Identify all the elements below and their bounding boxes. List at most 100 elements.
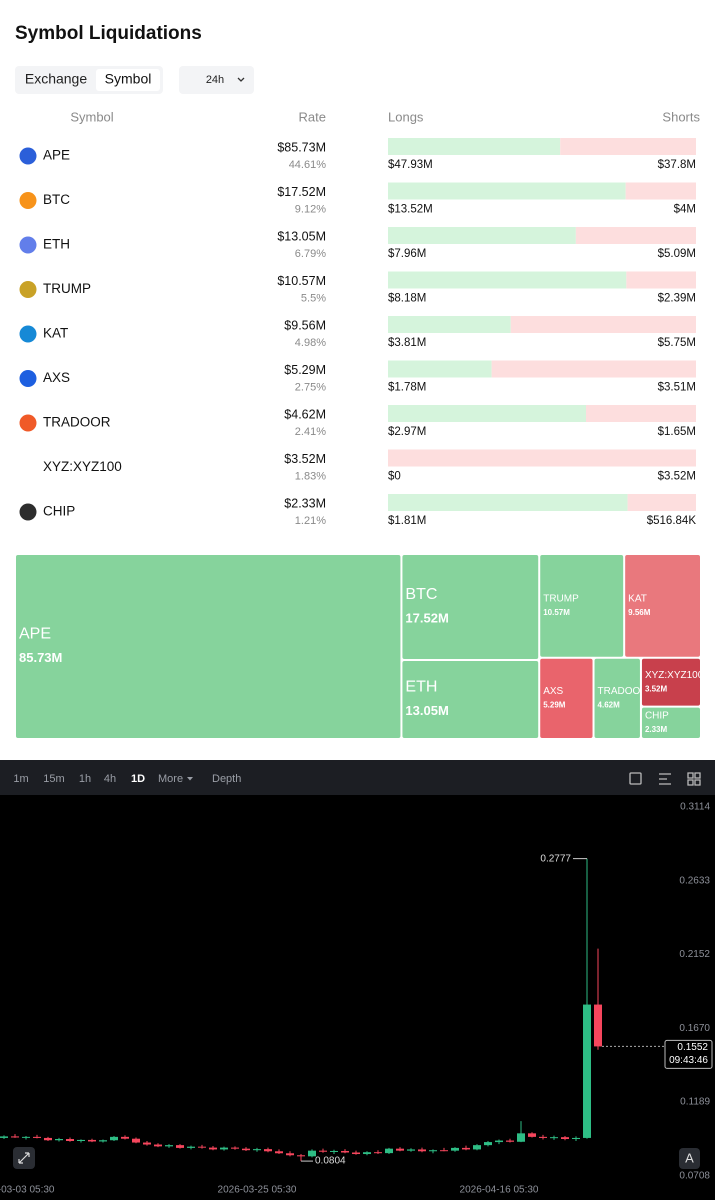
symbol: CHIP: [43, 504, 75, 519]
candle-body: [363, 1152, 371, 1155]
candle-body: [308, 1150, 316, 1157]
interval[interactable]: 4h: [104, 773, 116, 785]
shorts-bar: [627, 494, 696, 511]
candle-body: [11, 1136, 19, 1138]
candle-body: [495, 1140, 503, 1143]
more[interactable]: More: [158, 773, 183, 785]
symbol: TRADOOR: [43, 415, 111, 430]
shorts-bar: [388, 449, 696, 467]
candle-body: [99, 1140, 107, 1142]
candle-body: [121, 1136, 129, 1139]
treemap-name: TRUMP: [543, 594, 579, 605]
more-caret: [187, 777, 193, 781]
symbol-icon: [19, 503, 37, 521]
longs-label: $0: [388, 471, 401, 483]
interval[interactable]: 1m: [13, 773, 28, 785]
symbol-icon: [19, 147, 37, 165]
icon[interactable]: [687, 772, 701, 786]
treemap-name: ETH: [405, 679, 437, 696]
y-tick-label: 0.0708: [679, 1170, 710, 1181]
candle-body: [242, 1148, 250, 1151]
candle-body: [583, 1004, 591, 1138]
symbol-icon: [19, 325, 37, 343]
total: $10.57M: [277, 274, 326, 288]
symbol-icon: [19, 370, 37, 387]
treemap-tile: [594, 658, 640, 738]
longs-label: $3.81M: [388, 337, 426, 349]
interval[interactable]: 15m: [43, 773, 64, 785]
total: $13.05M: [277, 229, 326, 243]
candle-body: [44, 1137, 52, 1141]
treemap-tile: [540, 555, 624, 657]
symbol: BTC: [43, 192, 70, 207]
countdown: 09:43:46: [669, 1055, 708, 1066]
rate: 9.12%: [295, 203, 326, 215]
treemap-name: BTC: [405, 586, 437, 603]
treemap-tile: [540, 658, 593, 738]
candle-body: [462, 1147, 470, 1150]
icon[interactable]: [629, 772, 642, 785]
candle-body: [33, 1136, 41, 1138]
last-price: 0.1552: [677, 1042, 708, 1053]
candle-body: [396, 1148, 404, 1151]
candle-body: [319, 1150, 327, 1152]
candle-body: [198, 1146, 206, 1148]
symbol-icon: [19, 236, 37, 254]
symbol-icon: [19, 192, 37, 209]
longs-bar: [388, 405, 586, 422]
shorts-label: $1.65M: [658, 426, 696, 438]
shorts-bar: [491, 360, 696, 378]
candle-body: [429, 1150, 437, 1152]
candle-body: [88, 1139, 96, 1142]
tab[interactable]: Exchange: [25, 71, 87, 87]
expand-icon: [18, 1152, 30, 1164]
longs-label: $47.93M: [388, 159, 433, 171]
candle-body: [550, 1137, 558, 1139]
candle-body: [407, 1149, 415, 1151]
treemap-name: AXS: [543, 686, 563, 697]
candle-body: [517, 1133, 525, 1142]
symbol-icon: [19, 414, 37, 432]
title: Symbol Liquidations: [15, 23, 202, 44]
treemap-name: XYZ:XYZ100: [645, 670, 704, 681]
treemap-value: 10.57M: [543, 608, 570, 617]
shorts-bar: [586, 405, 696, 422]
candle-body: [297, 1155, 305, 1157]
shorts-label: $3.52M: [658, 471, 696, 483]
candle-body: [77, 1139, 85, 1142]
candle-body: [154, 1144, 162, 1147]
treemap-tile: [641, 707, 700, 738]
candle-body: [473, 1145, 481, 1150]
longs-bar: [388, 494, 628, 511]
treemap-value: 2.33M: [645, 725, 668, 734]
longs-bar: [388, 360, 492, 378]
treemap-value: 85.73M: [19, 650, 62, 665]
rate: 6.79%: [295, 248, 326, 260]
candle-body: [385, 1148, 393, 1154]
shorts-label: $3.51M: [658, 382, 696, 394]
chart-bg: [0, 795, 715, 1200]
interval[interactable]: 1h: [79, 773, 91, 785]
auto-button[interactable]: [679, 1148, 700, 1169]
shorts-label: $5.75M: [658, 337, 696, 349]
candle-body: [374, 1152, 382, 1154]
depth[interactable]: Depth: [212, 773, 241, 785]
candle-body: [22, 1136, 30, 1138]
candle-body: [66, 1139, 74, 1142]
icon[interactable]: [659, 773, 671, 785]
column-header: Longs: [388, 109, 424, 124]
treemap-value: 13.05M: [405, 703, 448, 718]
candle-body: [143, 1142, 151, 1145]
candle-body: [176, 1145, 184, 1148]
shorts-label: $37.8M: [658, 159, 696, 171]
candle-body: [539, 1136, 547, 1138]
toolbar-icons: [629, 772, 701, 786]
tab[interactable]: Symbol: [105, 71, 152, 87]
interval[interactable]: 1D: [131, 773, 145, 785]
column-header: Shorts: [662, 109, 700, 124]
period-select[interactable]: [179, 66, 254, 94]
treemap-name: TRADOOR: [598, 686, 648, 697]
rate: 44.61%: [289, 159, 327, 171]
candle-body: [231, 1147, 239, 1149]
